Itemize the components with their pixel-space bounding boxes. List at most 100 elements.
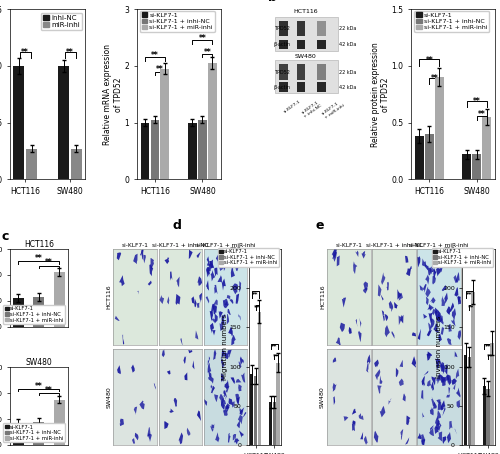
Polygon shape — [196, 303, 200, 308]
Polygon shape — [211, 304, 214, 313]
Bar — [254, 376, 257, 445]
Polygon shape — [228, 398, 233, 405]
Polygon shape — [214, 313, 218, 323]
Polygon shape — [184, 372, 188, 380]
Polygon shape — [147, 427, 150, 437]
Polygon shape — [452, 262, 456, 267]
Polygon shape — [332, 383, 336, 392]
Bar — [250, 375, 254, 445]
Polygon shape — [242, 359, 244, 364]
Bar — [415, 136, 424, 179]
Polygon shape — [239, 430, 244, 438]
Polygon shape — [218, 275, 222, 283]
Polygon shape — [228, 326, 233, 336]
Text: si-KLF7-1
+ miR-inhi: si-KLF7-1 + miR-inhi — [321, 99, 345, 119]
Polygon shape — [187, 428, 190, 436]
Polygon shape — [458, 296, 461, 305]
Polygon shape — [203, 399, 207, 406]
Polygon shape — [210, 425, 214, 432]
Polygon shape — [244, 412, 246, 417]
Polygon shape — [117, 365, 121, 374]
FancyBboxPatch shape — [317, 64, 326, 80]
Polygon shape — [240, 408, 244, 415]
Polygon shape — [222, 314, 225, 321]
Polygon shape — [233, 434, 234, 440]
Polygon shape — [210, 260, 213, 269]
Polygon shape — [436, 399, 440, 405]
FancyBboxPatch shape — [296, 40, 306, 49]
Title: HCT116: HCT116 — [24, 240, 54, 249]
Polygon shape — [132, 438, 135, 444]
Bar — [140, 123, 149, 179]
Legend: si-KLF7-1, si-KLF7-1 + inhi-NC, si-KLF7-1 + miR-inhi: si-KLF7-1, si-KLF7-1 + inhi-NC, si-KLF7-… — [3, 305, 65, 324]
Polygon shape — [213, 349, 216, 360]
Polygon shape — [219, 262, 224, 271]
Text: β-actin: β-actin — [274, 42, 290, 47]
Polygon shape — [180, 338, 182, 346]
Polygon shape — [406, 415, 410, 425]
Polygon shape — [214, 394, 218, 402]
Text: **: ** — [478, 110, 486, 119]
Bar — [58, 66, 70, 179]
Polygon shape — [440, 326, 444, 335]
Polygon shape — [222, 318, 224, 326]
Polygon shape — [436, 314, 442, 322]
Polygon shape — [228, 350, 232, 358]
Text: si-KLF7-1: si-KLF7-1 — [284, 99, 302, 114]
Text: TPD52: TPD52 — [274, 69, 289, 74]
Polygon shape — [226, 314, 229, 325]
Text: **: ** — [271, 343, 278, 348]
Polygon shape — [430, 266, 434, 275]
Title: si-KLF7-1 + inhi-NC: si-KLF7-1 + inhi-NC — [152, 243, 208, 248]
Polygon shape — [211, 330, 216, 336]
Polygon shape — [434, 323, 438, 333]
Polygon shape — [240, 407, 244, 415]
Polygon shape — [439, 250, 444, 262]
Polygon shape — [442, 378, 446, 386]
FancyBboxPatch shape — [317, 82, 326, 92]
Polygon shape — [448, 308, 452, 314]
Polygon shape — [222, 279, 226, 291]
Polygon shape — [435, 307, 440, 314]
Polygon shape — [208, 356, 210, 367]
Polygon shape — [442, 405, 446, 416]
Title: si-KLF7-1 + miR-inhi: si-KLF7-1 + miR-inhi — [196, 243, 255, 248]
Legend: si-KLF7-1, si-KLF7-1 + inhi-NC, si-KLF7-1 + miR-inhi: si-KLF7-1, si-KLF7-1 + inhi-NC, si-KLF7-… — [140, 10, 214, 32]
Polygon shape — [214, 285, 218, 294]
Bar — [14, 66, 24, 179]
Polygon shape — [238, 415, 243, 424]
Text: c: c — [2, 230, 9, 243]
Text: 22 kDa: 22 kDa — [339, 26, 356, 31]
FancyBboxPatch shape — [296, 64, 306, 80]
Polygon shape — [236, 293, 239, 304]
FancyBboxPatch shape — [274, 17, 338, 51]
Polygon shape — [367, 355, 370, 365]
Polygon shape — [426, 286, 431, 297]
Polygon shape — [380, 294, 384, 301]
Polygon shape — [196, 252, 201, 258]
Title: si-KLF7-1: si-KLF7-1 — [336, 243, 362, 248]
Polygon shape — [226, 405, 230, 410]
Polygon shape — [200, 293, 202, 303]
Polygon shape — [332, 249, 337, 258]
Polygon shape — [452, 308, 456, 320]
Polygon shape — [220, 252, 224, 261]
Polygon shape — [364, 436, 368, 446]
Polygon shape — [382, 310, 384, 321]
Bar — [482, 386, 486, 445]
FancyBboxPatch shape — [279, 82, 287, 92]
Legend: si-KLF7-1, si-KLF7-1 + inhi-NC, si-KLF7-1 + miR-inhi: si-KLF7-1, si-KLF7-1 + inhi-NC, si-KLF7-… — [3, 423, 65, 442]
Polygon shape — [452, 379, 457, 384]
Polygon shape — [375, 369, 380, 380]
Polygon shape — [389, 301, 393, 312]
Polygon shape — [150, 258, 154, 269]
Polygon shape — [406, 268, 411, 276]
Polygon shape — [448, 375, 452, 385]
Polygon shape — [358, 413, 364, 420]
Polygon shape — [241, 372, 245, 383]
Polygon shape — [218, 251, 222, 259]
Legend: si-KLF7-1, si-KLF7-1 + inhi-NC, si-KLF7-1 + miR-inhi: si-KLF7-1, si-KLF7-1 + inhi-NC, si-KLF7-… — [432, 248, 493, 267]
Polygon shape — [210, 311, 213, 321]
Legend: si-KLF7-1, si-KLF7-1 + inhi-NC, si-KLF7-1 + miR-inhi: si-KLF7-1, si-KLF7-1 + inhi-NC, si-KLF7-… — [218, 248, 280, 267]
Polygon shape — [134, 407, 137, 415]
